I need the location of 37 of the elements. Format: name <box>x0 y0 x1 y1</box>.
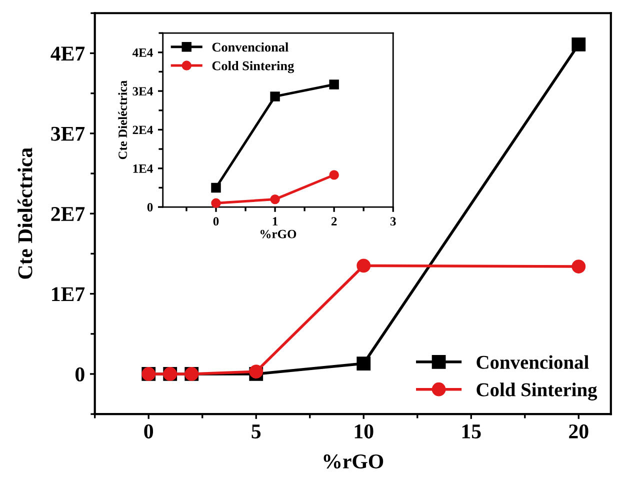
y-tick-label: 2E7 <box>51 207 85 221</box>
point <box>211 182 221 193</box>
x-tick-label: 3 <box>390 217 396 226</box>
y-tick-label: 0 <box>76 367 84 382</box>
legend-label: Cold Sintering <box>212 61 294 74</box>
legend-label: Cold Sintering <box>476 382 598 400</box>
legend-label: Convencional <box>212 42 288 52</box>
x-tick-label: 5 <box>252 424 261 438</box>
y-tick-label: 3E7 <box>51 126 85 141</box>
y-tick-label: 3E4 <box>132 87 153 96</box>
legend-label: Convencional <box>476 355 589 369</box>
y-axis-title: Cte Dieléctrica <box>118 80 127 160</box>
x-tick-label: 2 <box>331 217 337 226</box>
y-tick-label: 0 <box>147 203 153 212</box>
x-tick-label: 0 <box>213 217 219 226</box>
x-axis-title: %rGO <box>324 454 384 469</box>
y-tick-label: 2E4 <box>132 126 153 134</box>
y-tick-label: 4E4 <box>132 48 153 57</box>
point <box>572 260 586 274</box>
point <box>249 364 264 379</box>
y-tick-label: 1E7 <box>52 287 85 302</box>
point <box>329 80 339 90</box>
x-tick-label: 15 <box>462 424 481 438</box>
point <box>356 258 371 273</box>
y-tick-label: 4E7 <box>50 46 85 60</box>
point <box>270 194 280 204</box>
point <box>572 37 586 52</box>
x-tick-label: 20 <box>569 424 588 438</box>
x-tick-label: 10 <box>354 424 374 438</box>
y-tick-label: 1E4 <box>133 164 153 173</box>
x-axis-title: %rGO <box>260 230 296 238</box>
x-tick-label: 1 <box>272 217 278 226</box>
point <box>211 198 221 208</box>
y-axis-title: Cte Dieléctrica <box>18 148 32 279</box>
point <box>270 92 280 102</box>
point <box>356 356 371 370</box>
point <box>329 170 339 180</box>
